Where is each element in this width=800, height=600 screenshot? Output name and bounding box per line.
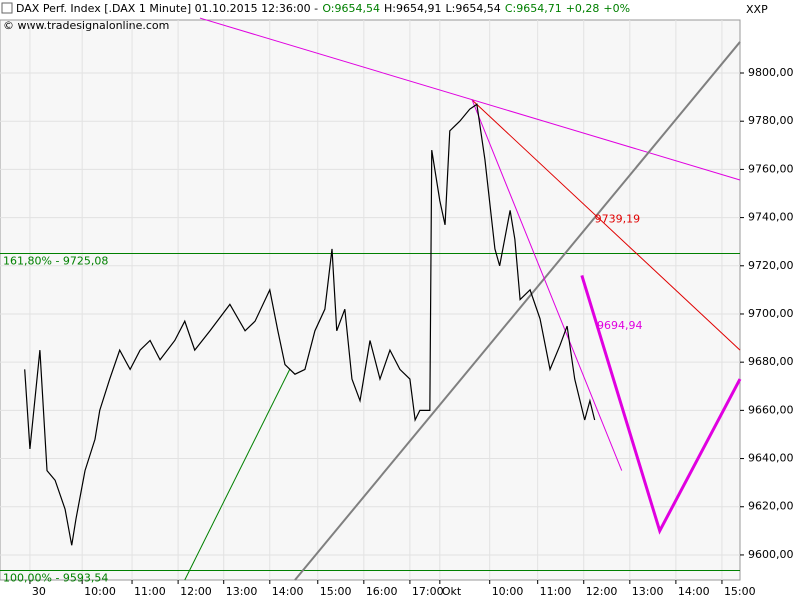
trendline	[471, 99, 623, 471]
x-tick-label: 10:00	[492, 585, 524, 598]
trendline	[471, 99, 741, 351]
copyright: © www.tradesignalonline.com	[3, 19, 169, 32]
fib-label: 161,80% - 9725,08	[3, 255, 108, 268]
y-tick-label: 9640,00	[748, 452, 794, 465]
x-tick-label: 10:00	[84, 585, 116, 598]
trendline	[184, 369, 291, 581]
header-part: H:9654,91	[384, 2, 441, 15]
fib-label: 100,00% - 9593,54	[3, 572, 108, 585]
x-tick-label: 13:00	[226, 585, 258, 598]
x-tick-label: 11:00	[134, 585, 166, 598]
x-tick-label: 15:00	[724, 585, 756, 598]
x-tick-label: 17:00	[412, 585, 444, 598]
y-tick-label: 9600,00	[748, 548, 794, 561]
x-tick-label: 14:00	[272, 585, 304, 598]
plot-area	[0, 19, 741, 581]
price-annotation: 9739,19	[595, 213, 641, 226]
y-tick-label: 9760,00	[748, 162, 794, 175]
x-tick-label: 15:00	[320, 585, 352, 598]
x-tick-label: 12:00	[586, 585, 618, 598]
y-tick-label: 9700,00	[748, 307, 794, 320]
x-tick-label: 12:00	[180, 585, 212, 598]
y-tick-label: 9780,00	[748, 114, 794, 127]
header: DAX Perf. Index [.DAX 1 Minute] 01.10.20…	[16, 2, 630, 15]
y-tick-label: 9720,00	[748, 259, 794, 272]
header-part: L:9654,54	[445, 2, 500, 15]
header-part: +0,28	[566, 2, 600, 15]
header-part: +0%	[603, 2, 630, 15]
x-tick-label: Okt	[442, 585, 462, 598]
x-tick-label: 30	[32, 585, 46, 598]
y-tick-label: 9800,00	[748, 66, 794, 79]
x-tick-label: 13:00	[632, 585, 664, 598]
y-tick-label: 9660,00	[748, 403, 794, 416]
trendline	[580, 274, 742, 535]
header-part: C:9654,71	[505, 2, 562, 15]
x-tick-label: 11:00	[540, 585, 572, 598]
header-part: O:9654,54	[322, 2, 380, 15]
x-tick-label: 14:00	[678, 585, 710, 598]
price-annotation: 9694,94	[597, 319, 643, 332]
window-icon[interactable]	[1, 2, 13, 14]
header-part: DAX Perf. Index [.DAX 1 Minute] 01.10.20…	[16, 2, 318, 15]
x-tick-label: 16:00	[366, 585, 398, 598]
y-tick-label: 9680,00	[748, 355, 794, 368]
price-line	[24, 103, 596, 546]
axis-title: XXP	[746, 3, 768, 16]
y-tick-label: 9740,00	[748, 211, 794, 224]
y-tick-label: 9620,00	[748, 500, 794, 513]
trendline	[199, 17, 741, 181]
trendline	[294, 41, 741, 581]
